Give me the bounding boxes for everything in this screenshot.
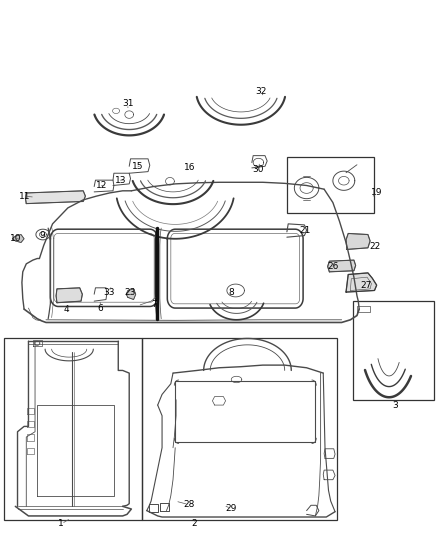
Polygon shape	[12, 235, 24, 243]
Polygon shape	[346, 233, 370, 249]
Text: 22: 22	[369, 242, 381, 251]
Text: 9: 9	[39, 231, 45, 240]
Text: 19: 19	[371, 189, 382, 197]
Text: 26: 26	[327, 262, 339, 271]
Text: 29: 29	[226, 504, 237, 513]
Polygon shape	[346, 273, 377, 292]
Text: 27: 27	[360, 281, 372, 289]
Text: 4: 4	[64, 305, 69, 313]
Text: 8: 8	[228, 288, 234, 296]
Text: 3: 3	[392, 401, 398, 409]
Text: 11: 11	[19, 192, 30, 200]
Text: 16: 16	[184, 164, 195, 172]
Text: 32: 32	[255, 87, 267, 96]
Text: 2: 2	[192, 520, 197, 528]
Text: 12: 12	[96, 181, 107, 190]
Polygon shape	[56, 288, 82, 303]
Bar	[353, 301, 434, 400]
Bar	[4, 338, 142, 520]
Text: 6: 6	[98, 304, 104, 312]
Text: 30: 30	[253, 165, 264, 174]
Text: 13: 13	[115, 176, 126, 184]
Polygon shape	[126, 289, 136, 300]
Text: 28: 28	[184, 500, 195, 509]
Text: 7: 7	[151, 301, 157, 309]
Polygon shape	[25, 191, 85, 204]
Text: 23: 23	[124, 288, 135, 296]
Bar	[287, 157, 374, 213]
Text: 10: 10	[10, 235, 21, 243]
Text: 15: 15	[132, 162, 144, 171]
Polygon shape	[328, 260, 356, 272]
Text: 31: 31	[122, 100, 134, 108]
Bar	[142, 338, 337, 520]
Text: 33: 33	[103, 288, 114, 296]
Text: 21: 21	[299, 226, 311, 235]
Text: 1: 1	[58, 520, 64, 528]
